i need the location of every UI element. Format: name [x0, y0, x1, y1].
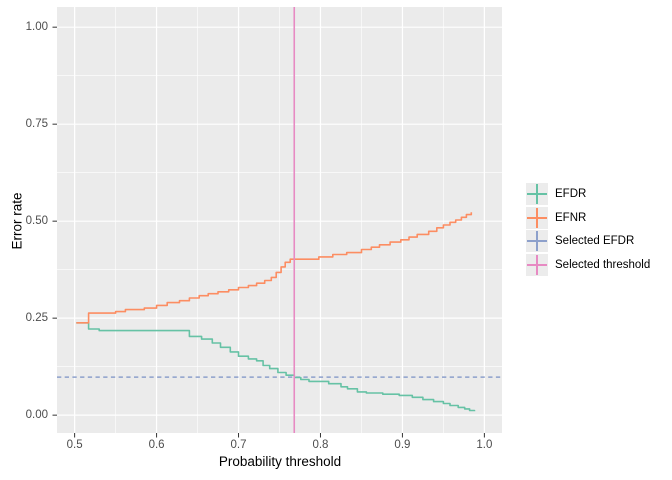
legend-item-efnr: EFNR	[526, 206, 650, 229]
line-efnr	[76, 212, 473, 324]
legend-item-label: Selected threshold	[555, 259, 651, 272]
legend-key-cross-icon	[526, 230, 548, 253]
line-efdr	[76, 322, 476, 412]
legend-key-vbar	[536, 207, 538, 228]
y-axis-tick-label: 0.50	[25, 214, 48, 227]
y-axis-title: Error rate	[9, 192, 25, 250]
legend-key-cross-icon	[526, 206, 548, 229]
legend-key-vbar	[536, 184, 538, 204]
chart-legend: EFDR EFNR Selected EFDR Selected threshold	[526, 183, 650, 278]
legend-key-vbar	[536, 231, 538, 252]
legend-item-label: EFDR	[555, 188, 587, 200]
x-axis-tick-label: 1.0	[476, 439, 493, 451]
legend-item-label: Selected EFDR	[555, 235, 635, 248]
x-axis-tick-label: 0.5	[66, 439, 83, 451]
x-axis-title: Probability threshold	[218, 454, 342, 469]
legend-item-selected-threshold: Selected threshold	[526, 254, 651, 277]
y-axis-tick-label: 0.75	[25, 117, 48, 130]
legend-item-efdr: EFDR	[526, 183, 650, 205]
legend-item-label: EFNR	[555, 211, 587, 224]
y-axis-tick-label: 0.00	[25, 408, 48, 421]
y-axis-tick-label: 1.00	[25, 20, 48, 33]
x-axis-tick-label: 0.8	[312, 439, 329, 451]
legend-key-cross-icon	[526, 254, 548, 277]
legend-key-cross-icon	[526, 183, 548, 205]
y-axis-tick-label: 0.25	[25, 311, 48, 324]
x-axis-tick-label: 0.9	[394, 439, 411, 451]
legend-key-vbar	[536, 255, 538, 276]
x-axis-tick-label: 0.7	[230, 439, 247, 451]
legend-item-selected-efdr: Selected EFDR	[526, 230, 650, 253]
x-axis-tick-label: 0.6	[148, 439, 165, 451]
